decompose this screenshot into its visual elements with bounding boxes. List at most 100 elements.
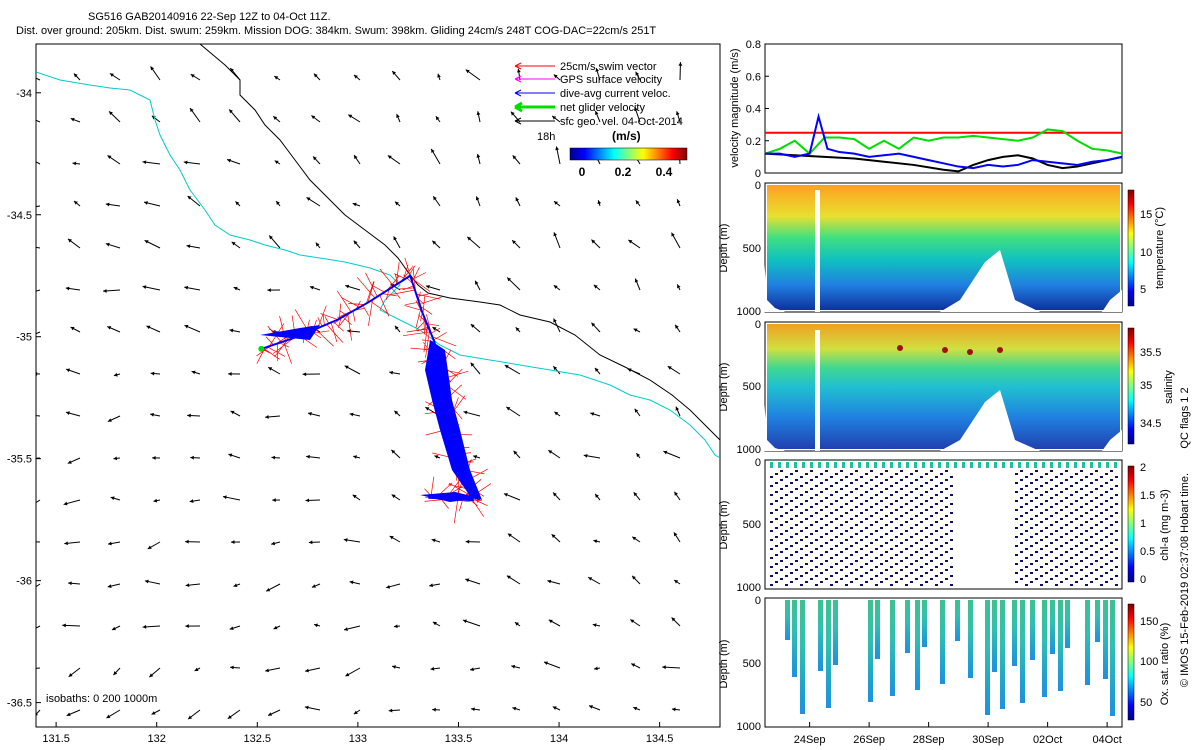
- chla-sample: [800, 584, 803, 586]
- geo-arrowhead: [144, 201, 148, 205]
- chla-sample: [1100, 575, 1103, 577]
- chla-sample: [1080, 560, 1083, 562]
- chla-sample: [935, 584, 938, 586]
- chla-sample: [860, 521, 863, 523]
- chla-sample: [785, 584, 788, 586]
- chla-sample: [1090, 509, 1093, 511]
- geo-arrowhead: [431, 538, 436, 543]
- geo-arrowhead: [631, 663, 636, 667]
- chla-sample: [855, 506, 858, 508]
- chla-sample: [935, 566, 938, 568]
- chla-sample: [805, 527, 808, 529]
- geo-arrowhead: [191, 370, 196, 375]
- chla-sample: [1025, 584, 1028, 586]
- geo-arrowhead: [554, 411, 559, 416]
- geo-arrowhead: [635, 71, 639, 76]
- geo-arrowhead: [504, 365, 509, 369]
- geo-arrowhead: [462, 619, 467, 624]
- chla-sample: [800, 494, 803, 496]
- chla-sample: [1040, 476, 1043, 478]
- chla-sample: [1115, 539, 1118, 541]
- geo-arrowhead: [465, 578, 470, 583]
- legend-geo-label: sfc geo. vel. 04-Oct-2014: [560, 116, 683, 128]
- geo-arrowhead: [228, 371, 232, 376]
- chla-sample: [1115, 557, 1118, 559]
- chla-sample: [885, 551, 888, 553]
- chla-sample: [845, 512, 848, 514]
- chla-surface-sample: [866, 462, 869, 468]
- chla-sample: [785, 512, 788, 514]
- chla-sample: [1015, 554, 1018, 556]
- geo-arrowhead: [190, 74, 195, 78]
- colorbar-tick-1: 0.2: [615, 165, 632, 179]
- legend-net-arrowhead: [514, 101, 523, 113]
- chla-sample: [1080, 479, 1083, 481]
- chla-sample: [1080, 533, 1083, 535]
- chla-sample: [1110, 497, 1113, 499]
- chla-sample: [795, 551, 798, 553]
- chla-sample: [1080, 524, 1083, 526]
- chla-sample: [1045, 527, 1048, 529]
- chla-sample: [1115, 476, 1118, 478]
- geo-arrowhead: [186, 244, 191, 249]
- chla-sample: [860, 530, 863, 532]
- geo-arrowhead: [190, 455, 194, 460]
- oxygen-cast: [955, 600, 960, 641]
- geo-arrowhead: [72, 161, 77, 166]
- chla-surface-sample: [978, 462, 981, 468]
- chla-sample: [770, 557, 773, 559]
- geo-arrowhead: [111, 626, 116, 631]
- geo-arrowhead: [588, 705, 593, 709]
- chla-sample: [900, 533, 903, 535]
- geo-arrowhead: [28, 74, 32, 77]
- oxygen-panel: 50 100 150 Ox. sat. ratio (%) Depth (m) …: [718, 595, 1171, 746]
- chla-sample: [1050, 506, 1053, 508]
- chla-sample: [1040, 584, 1043, 586]
- geo-arrowhead: [190, 108, 194, 113]
- oxygen-cast: [940, 600, 945, 684]
- chla-sample: [920, 530, 923, 532]
- chla-sample: [860, 512, 863, 514]
- chla-sample: [770, 503, 773, 505]
- chla-sample: [1030, 545, 1033, 547]
- chla-sample: [895, 536, 898, 538]
- chla-sample: [1015, 500, 1018, 502]
- chla-sample: [1105, 554, 1108, 556]
- chla-sample: [870, 569, 873, 571]
- chla-sample: [920, 539, 923, 541]
- velocity-frame: [764, 43, 1123, 174]
- chla-sample: [865, 536, 868, 538]
- chla-sample: [1105, 509, 1108, 511]
- salinity-ylabel: Depth (m): [718, 363, 730, 412]
- chla-sample: [950, 485, 953, 487]
- chla-sample: [830, 584, 833, 586]
- chla-sample: [850, 563, 853, 565]
- chla-sample: [1035, 533, 1038, 535]
- chla-sample: [860, 584, 863, 586]
- geo-arrowhead: [432, 240, 437, 245]
- chla-sample: [930, 479, 933, 481]
- map-y-tick-label: -36: [16, 576, 32, 588]
- chla-sample: [1050, 533, 1053, 535]
- chla-sample: [775, 500, 778, 502]
- geo-arrowhead: [553, 492, 557, 497]
- geo-arrowhead: [189, 499, 194, 503]
- chla-sample: [840, 578, 843, 580]
- chla-sample: [820, 536, 823, 538]
- chla-sample: [880, 518, 883, 520]
- velocity-y-tick-label: 0.6: [746, 71, 761, 83]
- map-y-tick-label: -36.5: [7, 698, 32, 710]
- chla-sample: [870, 542, 873, 544]
- chla-sample: [935, 530, 938, 532]
- chla-sample: [1020, 497, 1023, 499]
- geo-arrowhead: [64, 541, 68, 546]
- chla-sample: [1085, 539, 1088, 541]
- geo-arrowhead: [552, 706, 557, 710]
- chla-sample: [1030, 563, 1033, 565]
- geo-arrowhead: [107, 584, 112, 588]
- chla-sample: [825, 488, 828, 490]
- chla-sample: [870, 488, 873, 490]
- chla-sample: [790, 509, 793, 511]
- geo-arrowhead: [476, 153, 481, 158]
- chla-sample: [780, 560, 783, 562]
